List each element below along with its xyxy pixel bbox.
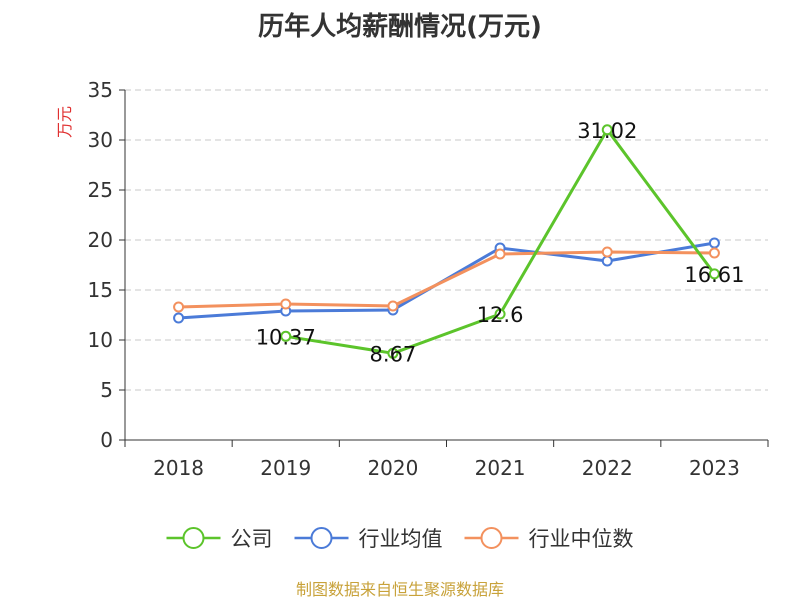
data-label: 8.67 [370,342,417,366]
data-label: 16.61 [684,263,744,287]
data-point [494,308,506,320]
series [173,124,720,359]
data-point [708,237,720,249]
y-axis-label: 万元 [55,106,74,138]
legend-item: 行业中位数 [464,527,634,551]
y-tick-label: 10 [88,328,113,352]
y-tick-label: 15 [88,278,113,302]
y-tick-label: 30 [88,128,113,152]
data-point [387,347,399,359]
x-tick-label: 2021 [475,456,526,480]
legend-item: 公司 [166,527,273,551]
y-tick-label: 0 [100,428,113,452]
y-tick-label: 35 [88,78,113,102]
data-label: 10.37 [256,325,316,349]
axes: 0 5 10 15 20 25 30 35 2018 2019 2020 2021 2022 2023 [88,78,769,480]
data-point [387,300,399,312]
legend-marker [310,527,333,549]
chart-title: 历年人均薪酬情况(万元) [258,11,542,42]
legend-label: 行业中位数 [529,527,634,551]
x-tick-label: 2022 [582,456,633,480]
x-tick-label: 2018 [153,456,204,480]
legend-marker [182,527,205,549]
data-point [280,298,292,310]
source-note: 制图数据来自恒生聚源数据库 [296,580,504,599]
data-point [494,248,506,260]
legend-item: 行业均值 [294,527,443,551]
x-tick-label: 2023 [689,456,740,480]
legend: 公司 行业均值 行业中位数 [166,527,634,551]
y-tick-label: 25 [88,178,113,202]
data-point [708,247,720,259]
data-point [601,246,613,258]
x-tick-label: 2019 [260,456,311,480]
data-point [280,330,292,342]
legend-label: 公司 [231,527,273,551]
legend-label: 行业均值 [359,527,443,551]
x-tick-label: 2020 [367,456,418,480]
data-point [173,301,185,313]
data-point [601,255,613,267]
y-tick-label: 5 [100,378,113,402]
data-labels: 10.37 8.67 12.6 31.02 16.61 [256,119,745,366]
data-point [708,268,720,280]
legend-marker [480,527,503,549]
grid-lines [125,89,768,391]
data-point [173,312,185,324]
series-line [178,250,715,309]
y-tick-label: 20 [88,228,113,252]
data-label: 31.02 [577,119,637,143]
data-point [601,124,613,136]
data-label: 12.6 [477,303,524,327]
